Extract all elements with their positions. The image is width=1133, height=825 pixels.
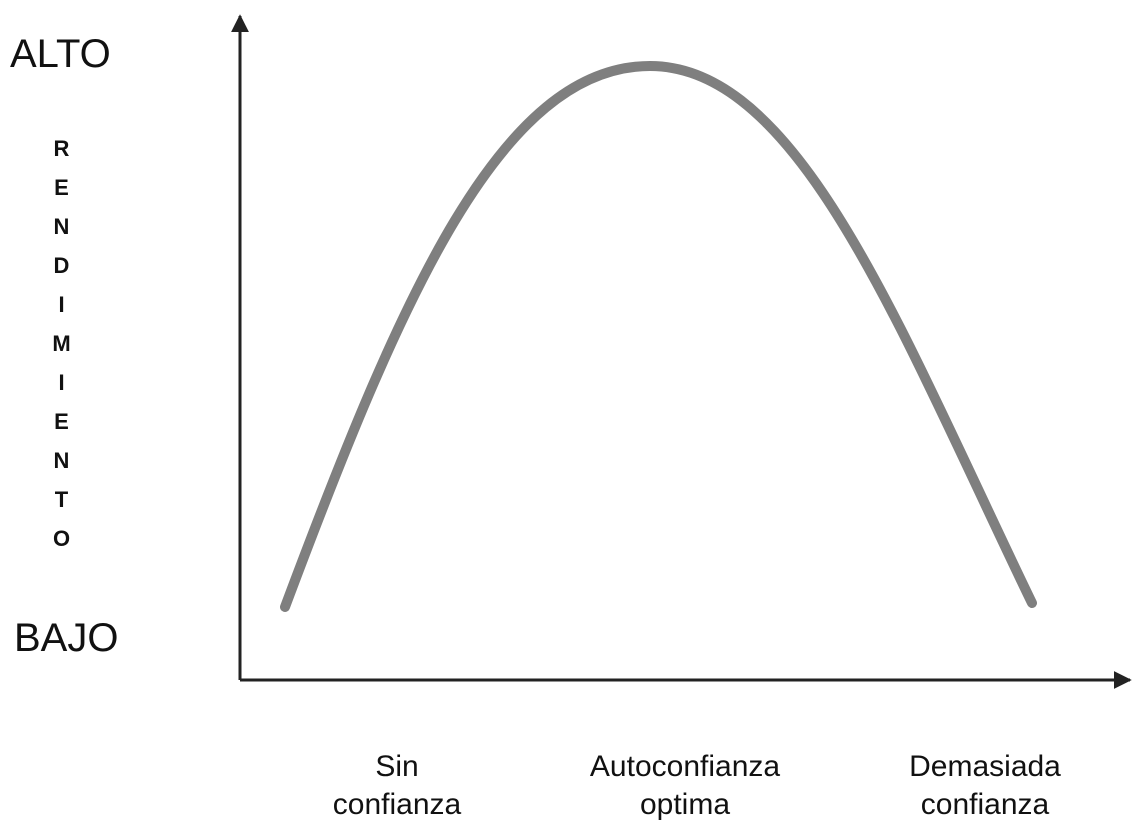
low-label: BAJO [14, 616, 119, 660]
y-axis-title: RENDIMIENTO [49, 136, 74, 565]
performance-curve [280, 60, 1037, 612]
x-label: Demasiada confianza [909, 750, 1061, 821]
x-label: Autoconfianza optima [589, 750, 781, 821]
x-label: Sin confianza [332, 750, 462, 821]
high-label: ALTO [10, 32, 111, 76]
